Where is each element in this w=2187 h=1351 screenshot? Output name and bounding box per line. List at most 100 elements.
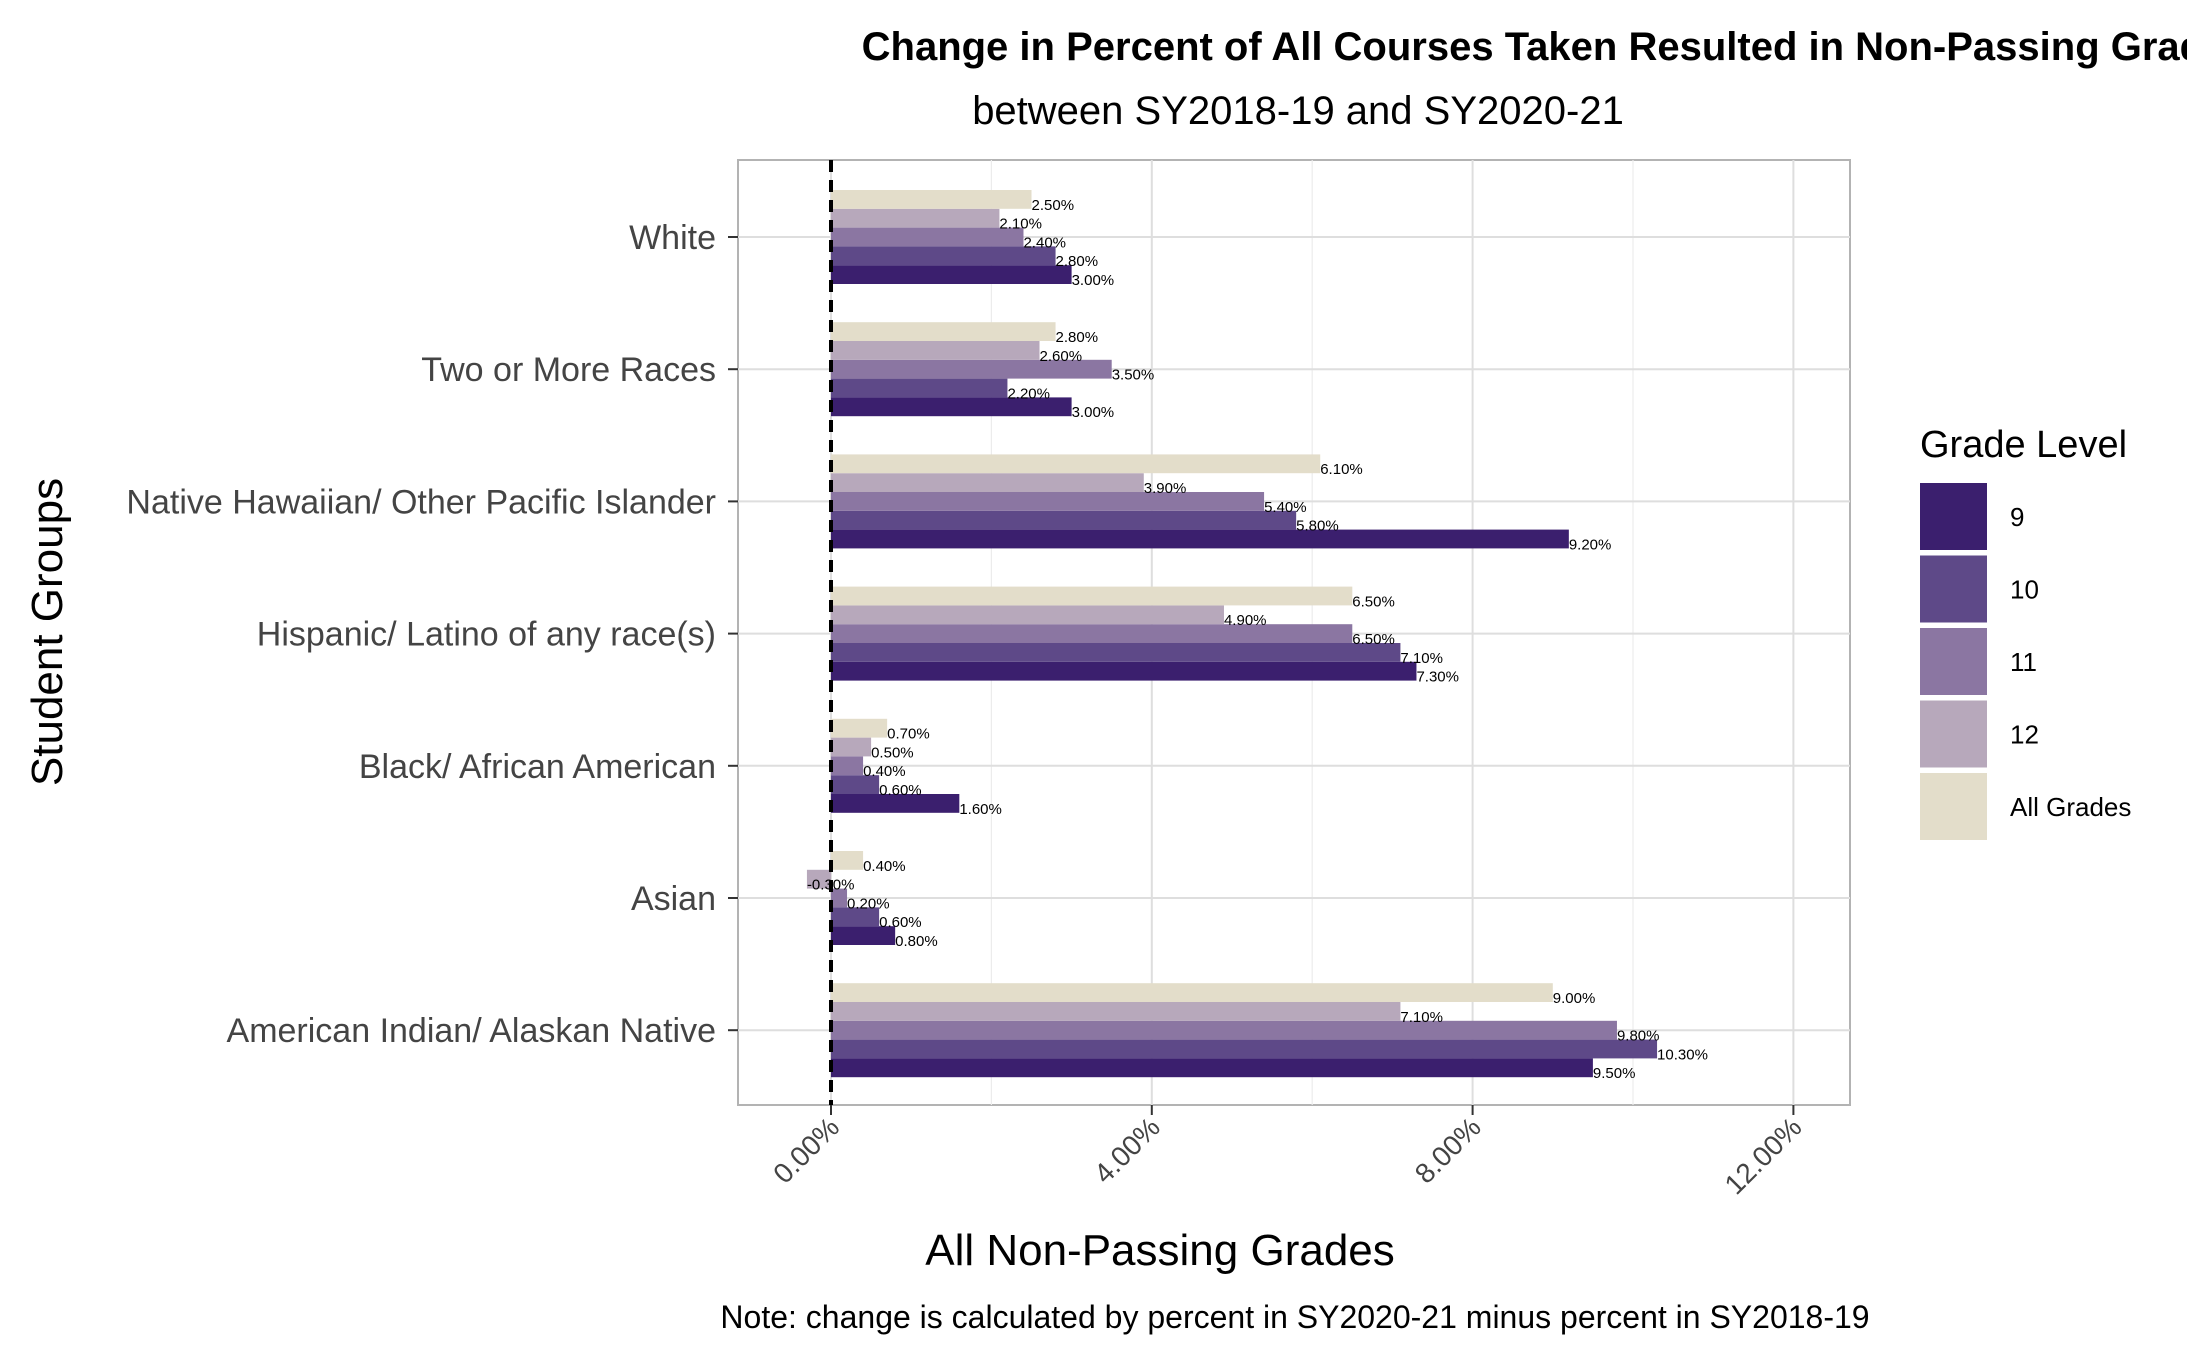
category-label: Black/ African American [359,748,716,786]
data-label: 3.00% [1072,404,1115,421]
bar [831,1020,1617,1040]
x-axis-ticks: 0.00% 4.00% 8.00% 12.00% [767,1105,1808,1200]
chart-subtitle: between SY2018-19 and SY2020-21 [972,89,1624,133]
bar [831,227,1024,247]
plot-area: 3.00% 2.80% 2.40%2.10% 2.50% 3.00% 2.20% 3.50%… [737,159,1851,1106]
legend-label: 11 [2010,647,2037,677]
data-label: 7.30% [1416,669,1459,686]
bars [806,190,1658,1078]
data-labels: 3.00% 2.80% 2.40%2.10% 2.50% 3.00% 2.20% 3.50%… [807,197,1708,1082]
data-label: 6.10% [1320,461,1363,478]
legend-label: All Grades [2010,792,2131,822]
bar [831,983,1553,1002]
legend-key [1920,700,1987,768]
data-label: 6.50% [1352,631,1395,648]
bar [831,529,1569,549]
legend-key [1920,628,1987,695]
data-label: 4.90% [1224,612,1267,629]
bar [831,378,1008,398]
legend-label: 12 [2010,720,2039,750]
data-label: 0.50% [871,744,914,761]
bar [831,246,1056,266]
data-label: 0.60% [879,782,922,799]
x-axis-title: All Non-Passing Grades [925,1226,1395,1275]
grid-lines [738,160,1850,1105]
data-label: 2.80% [1056,253,1099,270]
bar [831,397,1072,417]
data-label: 2.10% [999,216,1042,233]
data-label: 10.30% [1657,1046,1708,1063]
data-label: 9.50% [1593,1065,1636,1082]
bar [831,1058,1593,1078]
data-label: 9.20% [1569,536,1612,553]
bar [831,1039,1658,1059]
bar [831,907,880,927]
legend-title: Grade Level [1920,424,2127,466]
data-label: 0.40% [863,858,906,875]
legend-label: 10 [2010,575,2039,605]
bar [831,851,864,870]
category-label: Asian [631,880,716,918]
bar [831,661,1417,681]
y-axis-title: Student Groups [23,478,72,786]
chart-title: Change in Percent of All Courses Taken R… [862,25,2187,69]
data-label: 0.70% [887,726,930,743]
bar [806,869,831,889]
data-label: 2.20% [1007,385,1050,402]
bar [831,737,872,757]
bar [831,359,1112,379]
data-label: 0.40% [863,763,906,780]
bar [831,322,1056,341]
data-label: 1.60% [959,801,1002,818]
bar [831,775,880,794]
bar [831,888,848,908]
bar [831,586,1353,606]
data-label: 3.00% [1072,272,1115,289]
data-label: 2.50% [1032,197,1075,214]
legend: Grade Level 9 10 11 12 All Grades [1920,424,2131,840]
category-label: Two or More Races [421,351,716,389]
bar [831,454,1321,474]
data-label: 5.40% [1264,499,1307,516]
data-label: 3.50% [1112,367,1155,384]
legend-key [1920,773,1987,840]
bar [831,492,1265,511]
data-label: 2.40% [1023,234,1066,251]
bar [831,756,864,776]
data-label: 5.80% [1296,518,1339,535]
bar [831,624,1353,643]
bar [831,605,1224,625]
legend-key [1920,483,1987,550]
data-label: 9.00% [1553,990,1596,1007]
category-label: Hispanic/ Latino of any race(s) [257,616,716,654]
x-tick-label: 12.00% [1719,1111,1808,1200]
data-label: 0.80% [895,933,938,950]
bar [831,643,1401,662]
plot-panel-border [737,159,1851,1106]
bar [831,190,1032,209]
bar [831,208,1000,228]
data-label: 6.50% [1352,593,1395,610]
data-label: 2.80% [1056,329,1099,346]
legend-key [1920,555,1987,623]
chart-note: Note: change is calculated by percent in… [720,1299,1869,1335]
category-label: Native Hawaiian/ Other Pacific Islander [126,483,716,521]
data-label: 7.10% [1400,1009,1443,1026]
bar [831,1002,1401,1021]
category-label: American Indian/ Alaskan Native [227,1012,716,1050]
bar [831,926,896,945]
data-label: 7.10% [1400,650,1443,667]
bar [831,473,1144,492]
category-label: White [629,219,716,257]
bar [831,341,1040,360]
data-label: 3.90% [1144,480,1187,497]
x-tick-label: 0.00% [767,1111,845,1189]
bar [831,794,960,813]
x-tick-label: 4.00% [1088,1111,1166,1189]
data-label: 0.20% [847,895,890,912]
bar [831,510,1297,530]
category-labels: White Two or More Races Native Hawaiian/ O… [126,219,738,1050]
bar [831,718,888,738]
bar [831,265,1072,284]
